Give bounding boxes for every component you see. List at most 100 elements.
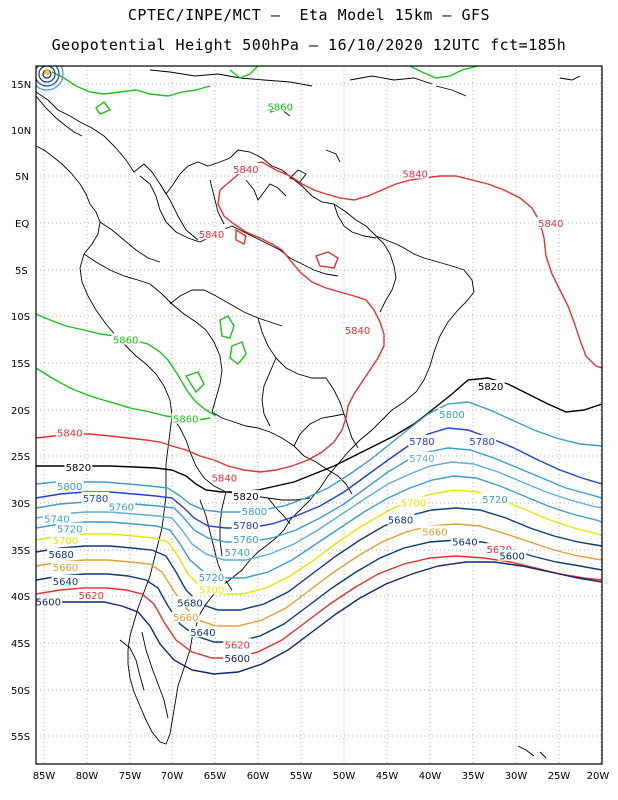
contour-label: 5700 [401, 499, 426, 510]
contour-label-bg [438, 408, 467, 420]
latitude-labels: 15N 10N 5N EQ 5S 10S 15S 20S 25S 30S 35S… [11, 80, 31, 743]
lon-label: 75W [119, 771, 142, 782]
contour-label-bg [197, 571, 226, 583]
contour-label-bg [407, 435, 436, 447]
contour-label-bg [55, 522, 84, 534]
high-pressure-center [36, 66, 64, 91]
lat-label: 35S [11, 546, 30, 557]
lon-label: 40W [419, 771, 442, 782]
contour-label-bg [223, 652, 252, 664]
lat-label: 5N [15, 172, 29, 183]
contour-label-bg [188, 626, 217, 638]
lat-label: 40S [11, 592, 30, 603]
contour-label: 5840 [402, 170, 427, 181]
contour-label: 5660 [53, 563, 78, 574]
contour-label: 5820 [233, 492, 258, 503]
contour-label-bg [407, 451, 436, 463]
contour-label: 5600 [225, 654, 250, 665]
contour-label: 5620 [79, 591, 104, 602]
contour-label: 5800 [57, 482, 82, 493]
contour-label: 5620 [225, 640, 250, 651]
contour-label: 5740 [225, 548, 250, 559]
contour-label-bg [171, 412, 200, 424]
contour-label-bg [223, 545, 252, 557]
lat-label: 45S [11, 639, 30, 650]
lon-label: 20W [587, 771, 610, 782]
contour-label-bg [401, 167, 430, 179]
contour-label: 5820 [66, 463, 91, 474]
contour-label-bg [47, 547, 76, 559]
map-title: CPTEC/INPE/MCT – Eta Model 15km – GFS [127, 6, 491, 24]
lon-label: 30W [505, 771, 528, 782]
lat-label: EQ [15, 219, 29, 230]
lat-label: 10S [11, 312, 30, 323]
contour-label-bg [480, 492, 509, 504]
contour-label-bg [197, 228, 226, 240]
contour-label: 5760 [233, 535, 258, 546]
map-frame [35, 65, 603, 765]
contour-label: 5640 [452, 538, 477, 549]
lat-label: 25S [11, 452, 30, 463]
contour-5820 [36, 377, 602, 493]
contour-label: 5800 [439, 410, 464, 421]
contour-label-bg [171, 611, 200, 623]
lon-label: 70W [161, 771, 184, 782]
contour-5840 [36, 161, 602, 473]
contour-label: 5660 [173, 613, 198, 624]
contour-label: 5680 [48, 550, 73, 561]
contour-label: 5780 [83, 494, 108, 505]
lat-lon-grid [36, 66, 602, 764]
contour-5860 [36, 66, 479, 421]
contour-label: 5820 [478, 382, 503, 393]
contour-label: 5780 [409, 437, 434, 448]
contour-label: 5840 [57, 429, 82, 440]
contour-label: 5680 [388, 515, 413, 526]
contour-label-bg [77, 588, 106, 600]
contour-label-bg [51, 560, 80, 572]
contour-label-bg [176, 596, 205, 608]
contour-label: 5740 [409, 454, 434, 465]
contour-label-bg [107, 500, 136, 512]
lon-label: 45W [376, 771, 399, 782]
lon-label: 50W [333, 771, 356, 782]
lon-label: 65W [204, 771, 227, 782]
contour-label-bg [51, 533, 80, 545]
contour-label: 5780 [469, 437, 494, 448]
contour-label-bg [468, 435, 497, 447]
contour-label-bg [231, 162, 260, 174]
contour-label-bg [36, 595, 63, 607]
contour-label: 5800 [242, 507, 267, 518]
contour-label-bg [536, 217, 565, 228]
contour-label-bg [476, 380, 505, 392]
contour-label: 5780 [233, 521, 258, 532]
lon-label: 35W [462, 771, 485, 782]
contour-label-bg [240, 504, 269, 516]
contour-label-bg [197, 583, 226, 595]
contour-label: 5640 [190, 628, 215, 639]
contour-label-bg [42, 512, 71, 524]
contour-label-bg [231, 532, 260, 544]
map-subtitle: Geopotential Height 500hPa – 16/10/2020 … [51, 36, 567, 54]
lon-label: 55W [290, 771, 313, 782]
contour-label: 5660 [422, 527, 447, 538]
contour-label-bg [55, 479, 84, 491]
contour-label: 5600 [499, 552, 524, 563]
contour-label-bg [266, 100, 295, 112]
contour-label: 5840 [199, 230, 224, 241]
contour-label: 5700 [199, 585, 224, 596]
contour-labels: 5860 5860 5860 5840 5840 5840 5840 5840 5840 5840… [36, 100, 565, 665]
contour-label: 5740 [44, 514, 69, 525]
contour-label-bg [343, 324, 372, 336]
contour-label: 5840 [538, 219, 563, 230]
contour-label: 5860 [267, 103, 292, 114]
lat-label: 5S [15, 266, 28, 277]
lat-label: 15S [11, 359, 30, 370]
lat-label: 20S [11, 406, 30, 417]
contour-label: 5840 [212, 473, 237, 484]
contour-label: 5640 [53, 577, 78, 588]
contour-label-bg [223, 638, 252, 650]
contour-label-bg [210, 471, 239, 483]
contour-label-bg [51, 574, 80, 586]
contour-label-bg [64, 461, 93, 473]
